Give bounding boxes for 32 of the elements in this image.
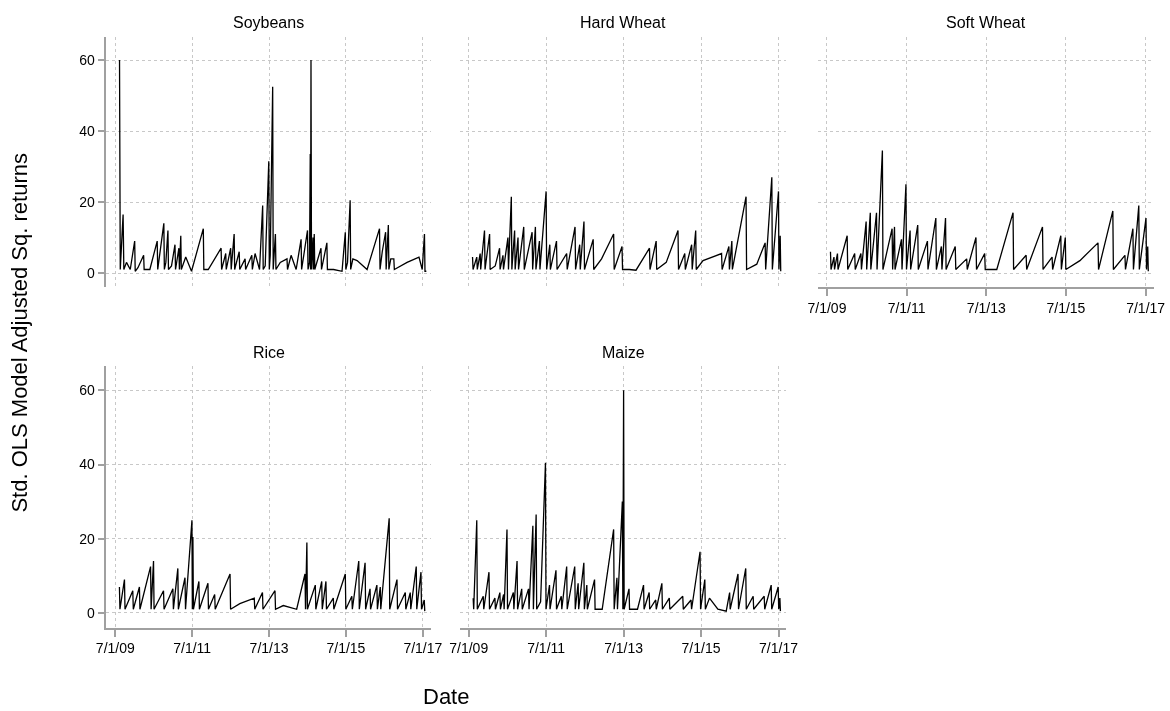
x-tick-label: 7/1/15 — [1046, 299, 1086, 316]
chart-title: Rice — [253, 344, 286, 361]
y-tick-label: 20 — [79, 530, 96, 547]
y-tick-label: 20 — [79, 193, 96, 210]
y-tick-label: 60 — [79, 382, 96, 399]
line-series — [118, 59, 427, 272]
x-tick-label: 7/1/13 — [604, 640, 644, 657]
y-tick-label: 40 — [79, 122, 96, 139]
x-tick-label: 7/1/11 — [173, 640, 212, 657]
y-tick-label: 0 — [87, 604, 96, 621]
line-series — [118, 517, 426, 612]
x-tick-label: 7/1/13 — [249, 640, 289, 657]
x-tick-label: 7/1/11 — [527, 640, 566, 657]
x-tick-label: 7/1/13 — [966, 299, 1006, 316]
x-tick-label: 7/1/11 — [887, 299, 926, 316]
chart-title: Soft Wheat — [946, 14, 1026, 31]
x-tick-label: 7/1/17 — [1126, 299, 1166, 316]
chart-title: Maize — [602, 344, 645, 361]
x-tick-label: 7/1/17 — [759, 640, 799, 657]
x-tick-label: 7/1/17 — [403, 640, 443, 657]
y-tick-label: 60 — [79, 51, 96, 68]
x-axis-title: Date — [423, 684, 470, 709]
x-tick-label: 7/1/15 — [326, 640, 366, 657]
chart-title: Soybeans — [233, 14, 305, 31]
x-tick-label: 7/1/15 — [681, 640, 721, 657]
chart-title: Hard Wheat — [580, 14, 666, 31]
x-tick-label: 7/1/09 — [95, 640, 135, 657]
y-axis-title: Std. OLS Model Adjusted Sq. returns — [6, 153, 32, 513]
x-tick-label: 7/1/09 — [449, 640, 489, 657]
y-tick-label: 40 — [79, 456, 96, 473]
x-tick-label: 7/1/09 — [807, 299, 847, 316]
y-tick-label: 0 — [87, 264, 96, 281]
